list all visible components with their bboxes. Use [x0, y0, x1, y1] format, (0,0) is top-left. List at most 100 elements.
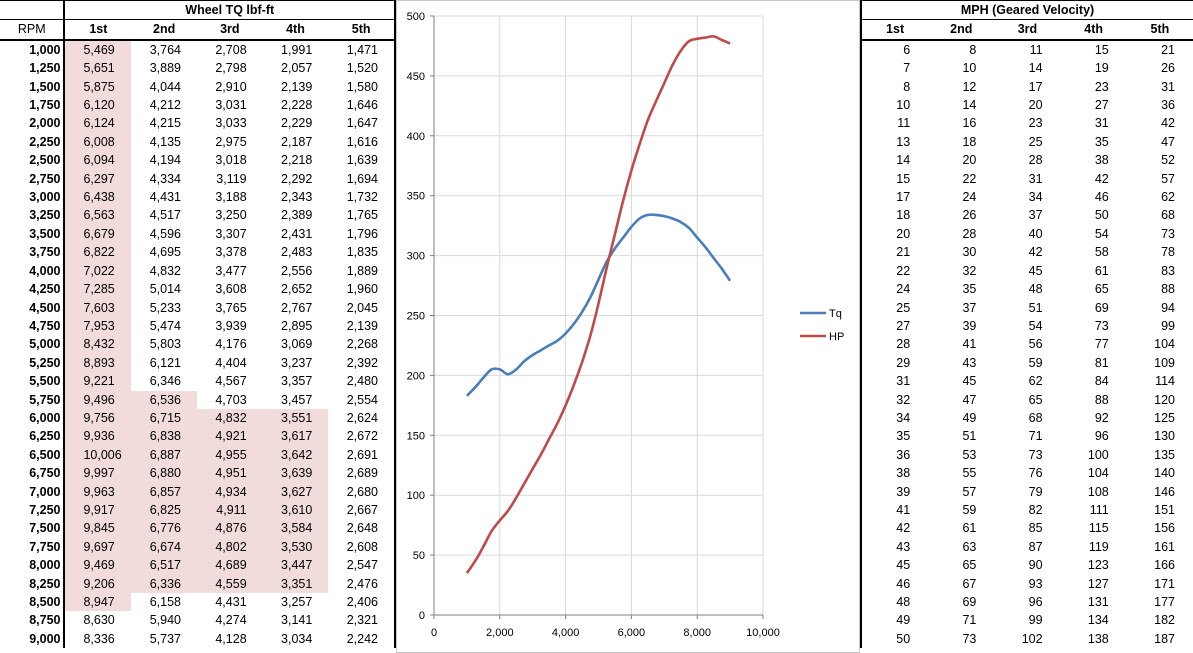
mph-cell: 134	[1087, 613, 1109, 628]
mph-cell: 69	[1094, 300, 1109, 315]
rpm-cell: 8,750	[0, 611, 66, 630]
torque-cell: 4,128	[215, 631, 247, 646]
table-row: 17 24 34 46 62	[859, 188, 1193, 207]
tq-hp-chart: 0 50 100 150 200 250 300 350 400 450 500 0 2,000 4,00…	[396, 0, 860, 653]
torque-cell: 5,014	[149, 282, 181, 297]
table-row: 6,000 9,756 6,715 4,832 3,551 2,624	[0, 408, 396, 428]
torque-cell: 3,351	[262, 574, 329, 593]
torque-cell: 2,476	[328, 574, 396, 593]
x-tick-label: 6,000	[618, 627, 646, 639]
table-row: 42 61 85 115 156	[859, 519, 1193, 538]
torque-cell: 2,343	[281, 190, 313, 205]
mph-cell: 52	[1161, 153, 1175, 168]
y-tick-label: 450	[407, 71, 425, 83]
torque-cell: 4,876	[196, 519, 263, 538]
torque-cell: 6,715	[131, 408, 197, 428]
torque-cell: 2,652	[281, 282, 313, 297]
rpm-cell: 1,250	[0, 59, 66, 78]
torque-cell: 6,880	[131, 464, 197, 483]
torque-cell: 6,438	[64, 188, 132, 207]
mph-cell: 39	[859, 482, 929, 501]
torque-cell: 9,756	[64, 408, 132, 428]
table-row: 27 39 54 73 99	[859, 316, 1193, 336]
gear-header-5th: 5th	[328, 19, 396, 41]
torque-cell: 5,875	[64, 77, 132, 97]
torque-cell: 1,616	[328, 132, 396, 152]
torque-cell: 1,520	[328, 59, 396, 78]
mph-cell: 88	[1161, 282, 1175, 297]
table-row: 43 63 87 119 161	[859, 537, 1193, 557]
mph-header-5th: 5th	[1126, 19, 1193, 41]
mph-cell: 20	[859, 224, 929, 244]
torque-cell: 2,292	[281, 171, 313, 186]
torque-cell: 4,431	[215, 595, 247, 609]
torque-cell: 8,630	[83, 613, 115, 628]
torque-cell: 6,838	[131, 427, 197, 446]
mph-cell: 61	[1094, 263, 1109, 278]
table-row: 9,000 8,336 5,737 4,128 3,034 2,242	[0, 629, 396, 649]
mph-cell: 77	[1094, 337, 1109, 352]
torque-cell: 2,798	[215, 61, 247, 76]
table-row: 13 18 25 35 47	[859, 132, 1193, 152]
torque-cell: 3,457	[281, 392, 313, 407]
mph-cell: 88	[1094, 392, 1109, 407]
mph-cell: 38	[859, 464, 929, 483]
mph-cell: 36	[1161, 98, 1175, 113]
torque-cell: 3,033	[215, 116, 247, 131]
mph-cell: 76	[1028, 466, 1043, 481]
table-row: 41 59 82 111 151	[859, 500, 1193, 520]
torque-cell: 9,845	[64, 519, 132, 538]
table-row: 3,250 6,563 4,517 3,250 2,389 1,765	[0, 206, 396, 225]
table-row: 2,750 6,297 4,334 3,119 2,292 1,694	[0, 169, 396, 189]
mph-cell: 22	[859, 261, 929, 281]
table-row: 11 16 23 31 42	[859, 114, 1193, 133]
torque-cell: 4,431	[149, 190, 181, 205]
torque-cell: 1,835	[328, 243, 396, 262]
torque-cell: 1,765	[328, 206, 396, 225]
mph-cell: 108	[1087, 484, 1109, 499]
rpm-cell: 4,750	[0, 316, 66, 336]
mph-rows: 6 8 11 15 21 7 10 14 19 26 8 12 17 23 31 10 14 20 27 36 11 16…	[859, 39, 1193, 649]
mph-cell: 34	[1028, 190, 1043, 205]
mph-cell: 171	[1154, 576, 1175, 591]
torque-cell: 2,392	[328, 353, 396, 373]
torque-cell: 2,689	[328, 464, 396, 483]
torque-cell: 2,975	[215, 134, 247, 149]
torque-cell: 1,796	[328, 224, 396, 244]
mph-cell: 35	[962, 282, 977, 297]
mph-cell: 15	[859, 169, 929, 189]
mph-cell: 61	[962, 521, 977, 536]
mph-cell: 47	[962, 392, 977, 407]
table-row: 3,750 6,822 4,695 3,378 2,483 1,835	[0, 243, 396, 262]
mph-cell: 36	[859, 445, 929, 465]
torque-cell: 4,921	[196, 427, 263, 446]
torque-cell: 3,617	[262, 427, 329, 446]
rpm-cell: 5,000	[0, 335, 66, 354]
chart-frame	[396, 0, 860, 653]
torque-cell: 1,960	[328, 280, 396, 299]
torque-cell: 8,336	[83, 631, 115, 646]
torque-cell: 2,431	[281, 226, 313, 241]
torque-cell: 2,321	[328, 611, 396, 630]
mph-cell: 14	[1028, 61, 1043, 76]
torque-cell: 4,703	[215, 392, 247, 407]
torque-cell: 2,389	[281, 208, 313, 223]
torque-cell: 4,334	[149, 171, 181, 186]
mph-cell: 87	[1028, 539, 1043, 554]
table-row: 35 51 71 96 130	[859, 427, 1193, 446]
torque-cell: 6,121	[149, 355, 181, 370]
torque-cell: 2,672	[328, 427, 396, 446]
torque-cell: 2,624	[328, 408, 396, 428]
rpm-cell: 1,500	[0, 77, 66, 97]
torque-cell: 9,997	[64, 464, 132, 483]
y-tick-label: 400	[407, 131, 425, 143]
mph-cell: 140	[1154, 466, 1175, 481]
table-row: 6,250 9,936 6,838 4,921 3,617 2,672	[0, 427, 396, 446]
torque-cell: 3,357	[281, 374, 313, 389]
gear-header-2nd: 2nd	[131, 19, 197, 41]
table-row: 14 20 28 38 52	[859, 151, 1193, 170]
torque-cell: 4,215	[149, 116, 181, 131]
mph-cell: 48	[1028, 282, 1043, 297]
mph-cell: 68	[1028, 410, 1043, 425]
torque-cell: 8,432	[64, 335, 132, 354]
